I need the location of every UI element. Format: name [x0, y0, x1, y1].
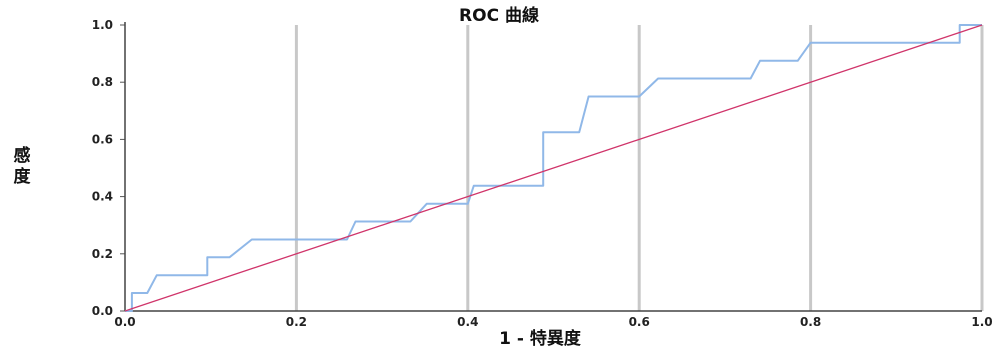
x-tick-labels: 0.0 0.2 0.4 0.6 0.8 1.0 — [114, 315, 992, 329]
y-tick-label: 0.8 — [92, 75, 113, 89]
x-tick-label: 0.2 — [286, 315, 307, 329]
y-tick-label: 0.0 — [92, 304, 113, 318]
y-axis-label: 感度 — [13, 146, 31, 187]
x-tick-label: 0.0 — [114, 315, 135, 329]
series-group — [124, 24, 983, 312]
reference-diagonal-line — [124, 24, 983, 312]
grid-lines — [294, 25, 984, 311]
x-axis-label: 1 - 特異度 — [499, 328, 582, 349]
axes — [120, 22, 982, 312]
x-tick-label: 1.0 — [971, 315, 992, 329]
y-tick-label: 0.2 — [92, 247, 113, 261]
y-tick-label: 0.4 — [92, 190, 113, 204]
roc-curve-line — [125, 24, 982, 312]
y-tick-labels: 0.0 0.2 0.4 0.6 0.8 1.0 — [92, 18, 113, 318]
y-tick-label: 0.6 — [92, 132, 113, 146]
x-tick-label: 0.4 — [457, 315, 478, 329]
x-tick-label: 0.8 — [800, 315, 821, 329]
x-tick-label: 0.6 — [629, 315, 650, 329]
chart-title: ROC 曲線 — [459, 5, 539, 26]
y-tick-label: 1.0 — [92, 18, 113, 32]
